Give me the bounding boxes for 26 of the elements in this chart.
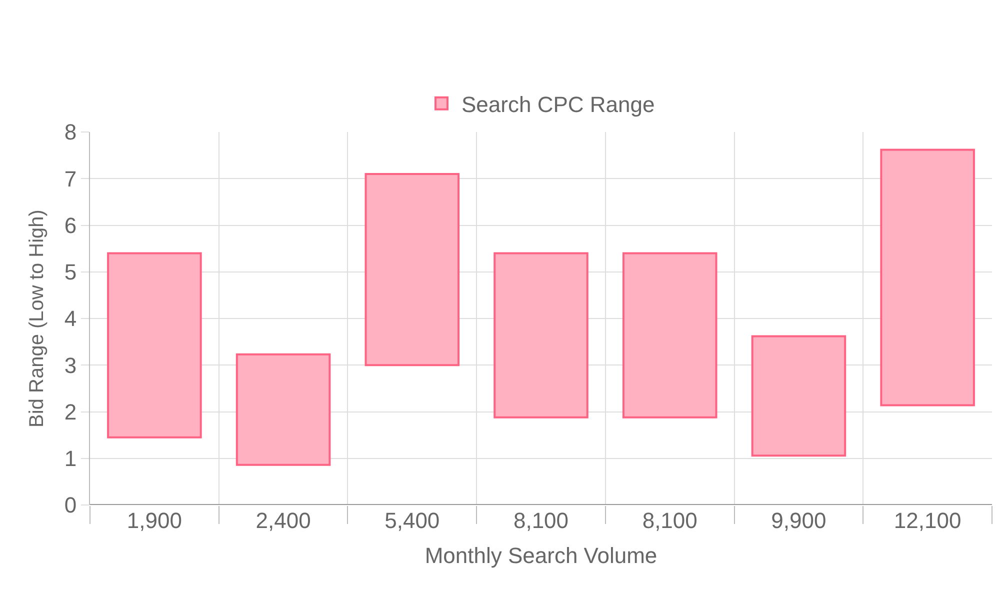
- x-tick-label: 1,900: [126, 508, 182, 533]
- y-tick-label: 5: [64, 260, 77, 285]
- y-tick-label: 0: [64, 492, 77, 518]
- x-tick-label: 5,400: [384, 508, 440, 533]
- x-axis-title: Monthly Search Volume: [424, 542, 658, 568]
- y-tick-label: 4: [64, 306, 77, 332]
- y-tick-label: 1: [64, 446, 77, 472]
- legend-label: Search CPC Range: [462, 92, 655, 117]
- y-tick-label: 2: [64, 399, 77, 424]
- y-axis-title: Bid Range (Low to High): [26, 210, 48, 428]
- bar: [364, 172, 460, 366]
- y-tick-label: 3: [64, 352, 77, 378]
- bar: [494, 252, 588, 418]
- y-tick-label: 6: [64, 212, 77, 238]
- y-tick-label: 7: [64, 166, 77, 192]
- bar: [107, 252, 202, 438]
- x-tick-label: 9,900: [771, 508, 826, 533]
- x-tick-label: 12,100: [894, 508, 962, 533]
- x-tick-label: 8,100: [513, 508, 569, 533]
- x-tick-label: 2,400: [256, 508, 311, 533]
- bar: [751, 335, 846, 457]
- bar: [236, 353, 331, 466]
- bar: [622, 252, 718, 418]
- x-tick-label: 8,100: [642, 508, 698, 533]
- y-tick-label: 8: [64, 120, 77, 145]
- bar: [880, 148, 975, 406]
